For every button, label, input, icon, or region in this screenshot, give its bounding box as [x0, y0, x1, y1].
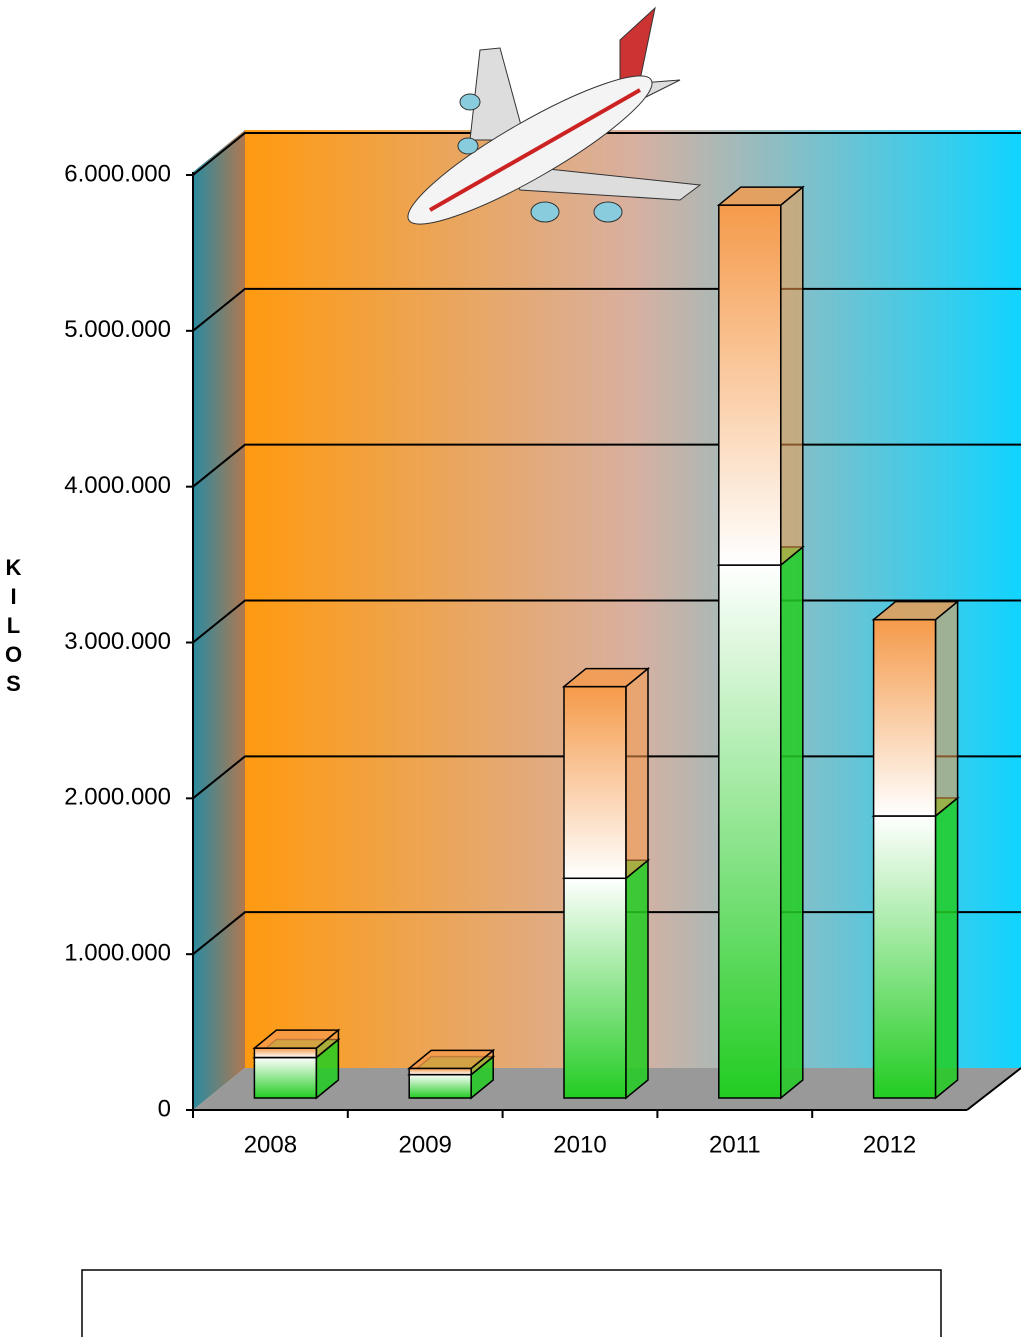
walls	[192, 130, 1021, 1111]
bar-front	[872, 618, 937, 817]
y-axis-label: KILOS	[1, 555, 26, 700]
bar-segment	[252, 1028, 341, 1060]
bar-side	[780, 545, 804, 1100]
y-tick-label: 1.000.000	[64, 940, 171, 967]
bar-front	[718, 204, 782, 566]
bar-front	[408, 1073, 472, 1099]
bar-front	[718, 564, 782, 1099]
bar-top	[561, 667, 651, 688]
bar-segment	[716, 545, 805, 1100]
bar-segment	[561, 667, 651, 880]
x-tick-label: 2012	[863, 1131, 916, 1158]
bar-front	[408, 1067, 472, 1076]
bar-side	[934, 796, 959, 1100]
y-tick-label: 0	[158, 1095, 171, 1122]
bar-top	[871, 600, 960, 621]
x-tick-label: 2009	[399, 1131, 452, 1158]
bar-side	[625, 667, 649, 880]
y-tick-label: 5.000.000	[64, 316, 171, 343]
bar-top	[716, 186, 805, 206]
bar-front	[563, 877, 627, 1099]
bar-front	[253, 1056, 318, 1099]
y-tick-label: 4.000.000	[64, 472, 171, 499]
bar-segment	[716, 185, 805, 567]
legend-box	[81, 1269, 942, 1337]
y-tick-label: 6.000.000	[64, 160, 171, 187]
bar-front	[563, 685, 627, 880]
bar-top	[252, 1029, 341, 1049]
bar-side	[780, 185, 804, 567]
y-tick-label: 3.000.000	[64, 628, 171, 655]
bar-side	[934, 600, 959, 818]
x-tick-label: 2011	[709, 1131, 761, 1158]
y-tick-label: 2.000.000	[64, 784, 171, 811]
bar-segment	[871, 796, 960, 1100]
bar-segment	[561, 858, 651, 1100]
grid-line	[192, 132, 1021, 176]
airplane-illustration	[407, 6, 702, 225]
bar-segment	[871, 600, 960, 818]
bar-front	[253, 1047, 318, 1059]
x-tick-label: 2010	[553, 1131, 606, 1158]
bar-top	[407, 1049, 496, 1070]
bar-front	[872, 815, 937, 1099]
bar-side	[625, 858, 649, 1100]
bar-segment	[407, 1048, 496, 1077]
x-tick-label: 2008	[244, 1131, 297, 1158]
